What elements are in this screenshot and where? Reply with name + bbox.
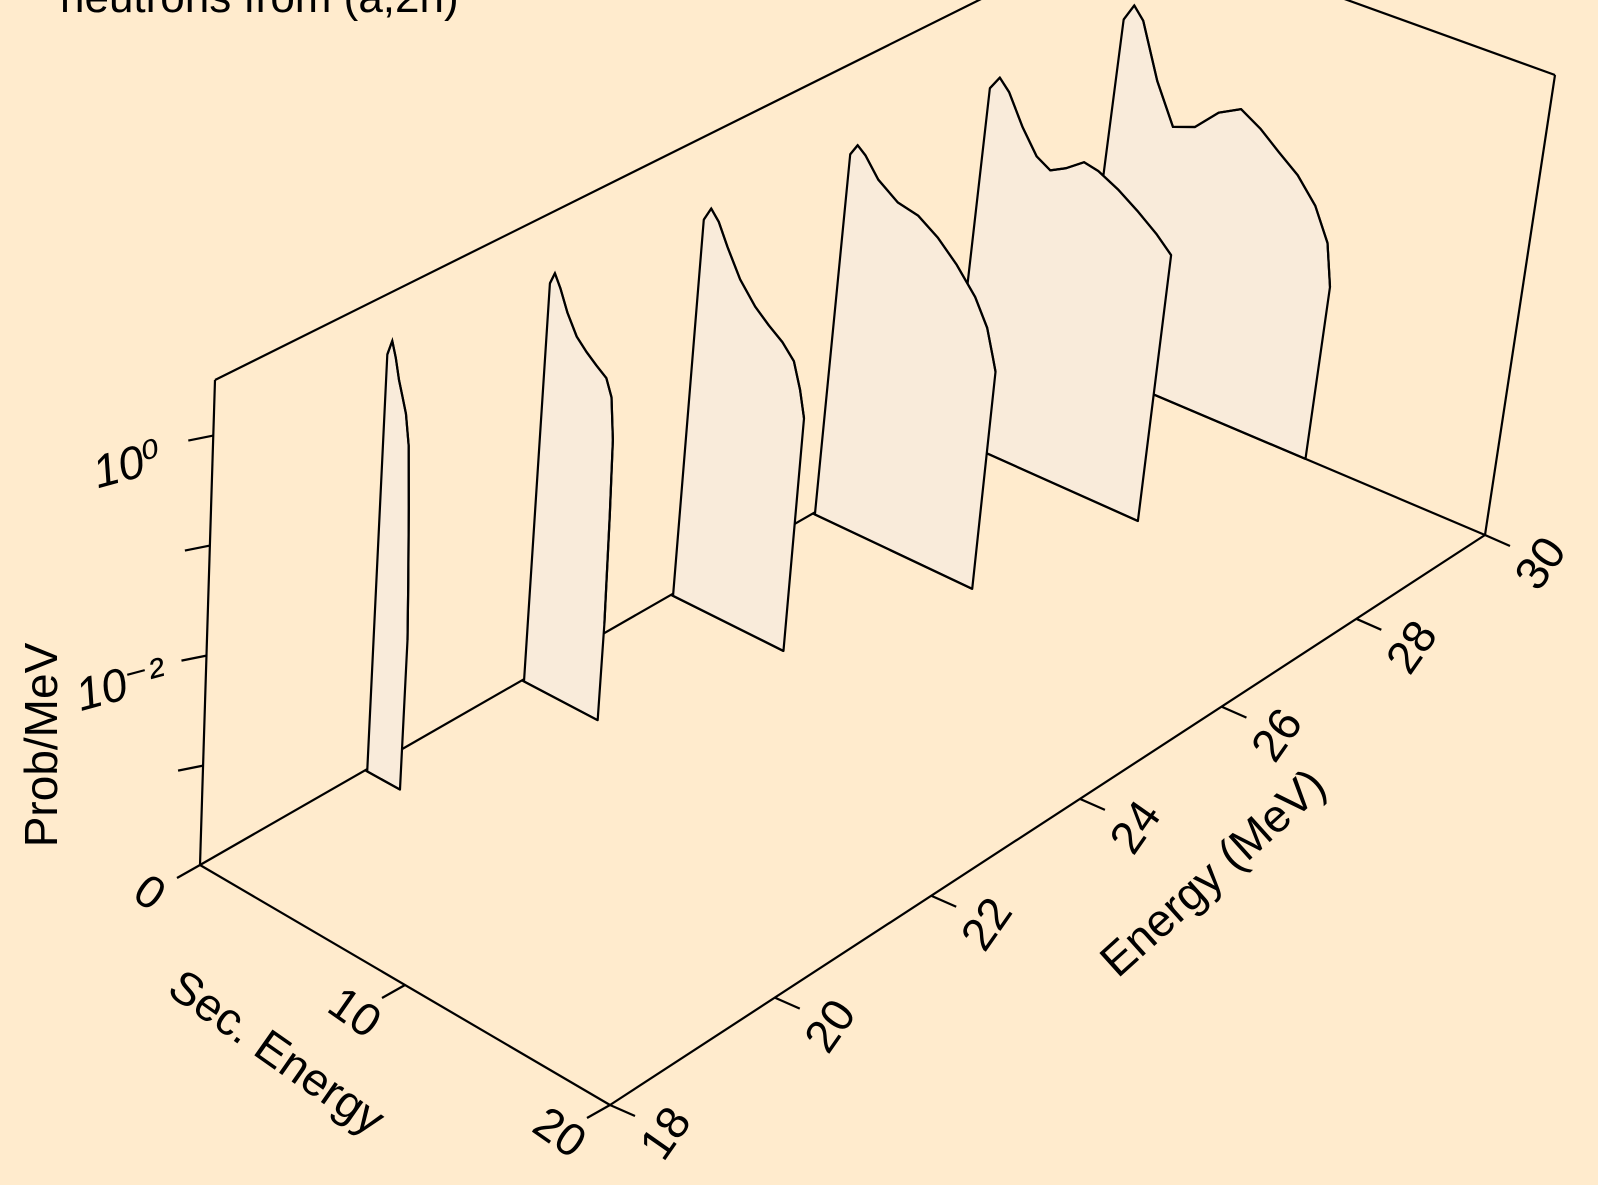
- z-tick: [181, 654, 207, 662]
- y-tick: [1355, 617, 1382, 631]
- spectrum-line: [548, 270, 614, 624]
- y-axis: [609, 534, 1486, 1106]
- y-tick: [1484, 533, 1511, 548]
- slice-base: [364, 769, 401, 791]
- y-tick: [1079, 797, 1106, 811]
- z-tick: [188, 434, 214, 442]
- slice-base: [670, 593, 784, 652]
- y-tick: [774, 996, 801, 1010]
- spectrum-line: [849, 143, 997, 372]
- spectrum-line: [386, 336, 410, 641]
- y-tick: [609, 1103, 636, 1118]
- x-tick: [586, 1104, 611, 1119]
- chart-title: neutrons from (a,2n): [60, 0, 459, 22]
- frame-line: [1483, 74, 1557, 536]
- frame-line: [214, 0, 982, 381]
- x-tick: [381, 984, 406, 999]
- y-tick: [1221, 705, 1247, 719]
- y-tick: [930, 894, 957, 908]
- frame-line: [1344, 0, 1556, 77]
- z-axis-title: Prob/MeV: [15, 642, 67, 847]
- slice-base: [521, 679, 599, 722]
- slice-base: [812, 512, 973, 590]
- spectrum-line: [1122, 3, 1332, 288]
- z-axis: [198, 379, 217, 866]
- z-minor-tick: [177, 764, 204, 772]
- x-tick: [176, 864, 201, 879]
- spectrum-line: [989, 75, 1173, 256]
- z-minor-tick: [184, 544, 211, 552]
- spectrum-line: [702, 206, 806, 419]
